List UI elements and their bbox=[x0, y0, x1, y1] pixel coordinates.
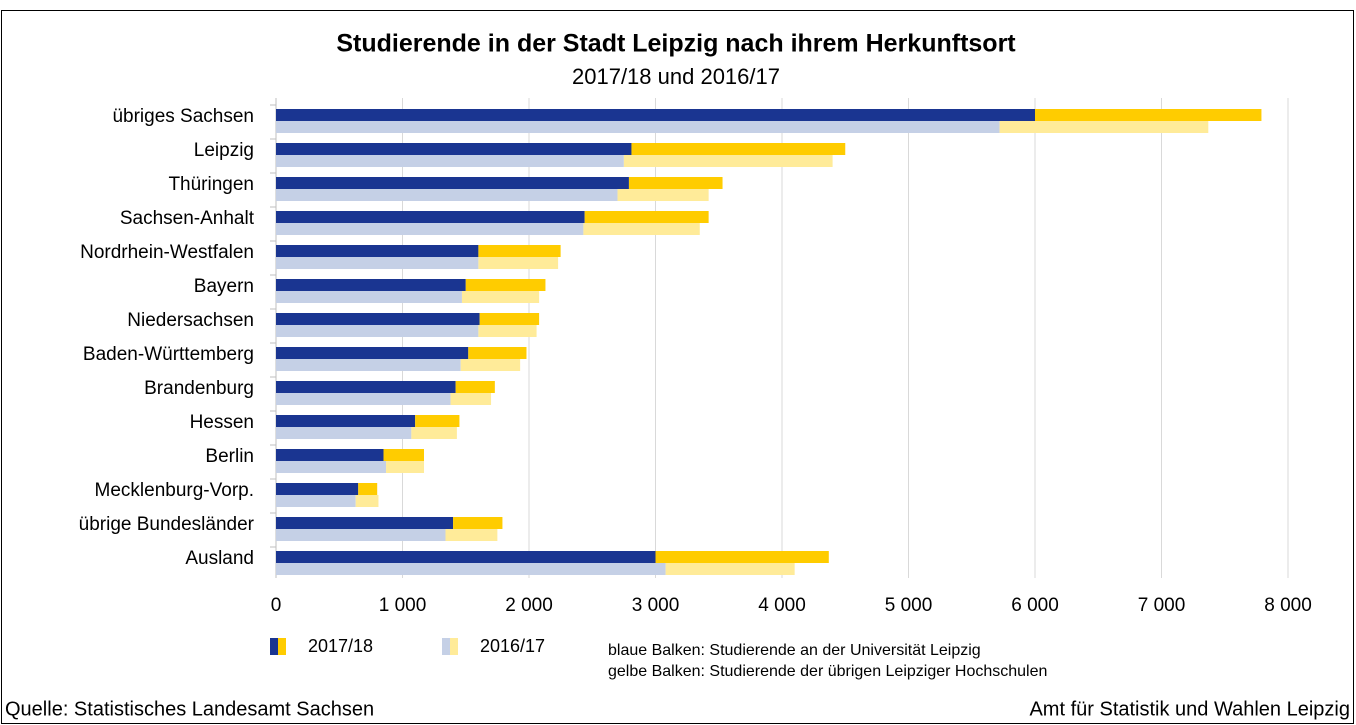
bar bbox=[478, 325, 537, 337]
author: Amt für Statistik und Wahlen Leipzig bbox=[1029, 698, 1350, 720]
y-tick-label: Berlin bbox=[205, 446, 254, 467]
y-tick-label: Thüringen bbox=[168, 174, 254, 195]
bar bbox=[276, 347, 469, 359]
y-tick-label: Baden-Württemberg bbox=[83, 344, 254, 365]
bar bbox=[468, 347, 527, 359]
bar bbox=[276, 461, 387, 473]
legend-label: 2016/17 bbox=[480, 636, 545, 656]
bar bbox=[276, 517, 454, 529]
x-tick-label: 0 bbox=[271, 595, 282, 616]
bar bbox=[479, 313, 540, 325]
bar bbox=[455, 381, 495, 393]
bar bbox=[276, 381, 456, 393]
bar bbox=[276, 313, 480, 325]
y-tick-label: Ausland bbox=[185, 548, 254, 569]
y-tick-label: Brandenburg bbox=[144, 378, 254, 399]
bar bbox=[276, 279, 466, 291]
x-tick-label: 5 000 bbox=[885, 595, 933, 616]
source: Quelle: Statistisches Landesamt Sachsen bbox=[5, 698, 374, 720]
legend-swatch bbox=[278, 638, 286, 655]
bar bbox=[276, 177, 629, 189]
legend-swatch bbox=[270, 638, 278, 655]
bar bbox=[276, 449, 384, 461]
bar bbox=[276, 427, 412, 439]
x-tick-label: 3 000 bbox=[632, 595, 680, 616]
bar bbox=[276, 495, 356, 507]
bar bbox=[617, 189, 709, 201]
y-tick-label: Hessen bbox=[190, 412, 254, 433]
x-tick-label: 8 000 bbox=[1264, 595, 1312, 616]
bar bbox=[276, 223, 584, 235]
bar bbox=[415, 415, 460, 427]
x-tick-label: 2 000 bbox=[505, 595, 553, 616]
bar bbox=[478, 245, 561, 257]
bar bbox=[665, 563, 795, 575]
y-tick-label: übrige Bundesländer bbox=[79, 514, 255, 535]
bar bbox=[461, 291, 540, 303]
legend-swatch bbox=[442, 638, 450, 655]
bar bbox=[583, 223, 700, 235]
y-tick-label: Bayern bbox=[194, 276, 254, 297]
y-tick-label: Nordrhein-Westfalen bbox=[80, 242, 254, 263]
bar bbox=[628, 177, 723, 189]
bar bbox=[631, 143, 846, 155]
bar bbox=[386, 461, 425, 473]
bar bbox=[276, 529, 446, 541]
bar bbox=[276, 325, 479, 337]
bar bbox=[358, 483, 378, 495]
bar bbox=[276, 189, 618, 201]
frame bbox=[1, 10, 1354, 724]
bar bbox=[465, 279, 546, 291]
legend-label: 2017/18 bbox=[308, 636, 373, 656]
bar bbox=[276, 121, 1000, 133]
bar bbox=[460, 359, 521, 371]
x-tick-label: 7 000 bbox=[1138, 595, 1186, 616]
bar bbox=[276, 359, 461, 371]
bar bbox=[355, 495, 379, 507]
x-tick-label: 1 000 bbox=[379, 595, 427, 616]
bar bbox=[276, 563, 666, 575]
y-tick-label: Sachsen-Anhalt bbox=[120, 208, 255, 229]
y-tick-label: Niedersachsen bbox=[127, 310, 254, 331]
bar bbox=[276, 257, 479, 269]
bar bbox=[276, 291, 462, 303]
x-tick-label: 6 000 bbox=[1011, 595, 1059, 616]
bar bbox=[450, 393, 492, 405]
bar bbox=[276, 109, 1035, 121]
bar bbox=[276, 415, 416, 427]
chart-subtitle: 2017/18 und 2016/17 bbox=[572, 64, 780, 89]
note: blaue Balken: Studierende an der Univers… bbox=[608, 642, 981, 659]
bar bbox=[276, 551, 656, 563]
bar bbox=[276, 393, 451, 405]
bar bbox=[1035, 109, 1262, 121]
bar bbox=[453, 517, 503, 529]
x-tick-label: 4 000 bbox=[758, 595, 806, 616]
note: gelbe Balken: Studierende der übrigen Le… bbox=[608, 663, 1047, 680]
bar bbox=[276, 155, 624, 167]
bar bbox=[383, 449, 425, 461]
bar bbox=[584, 211, 709, 223]
bar bbox=[655, 551, 829, 563]
bar bbox=[276, 245, 479, 257]
bar bbox=[445, 529, 498, 541]
bar bbox=[999, 121, 1209, 133]
chart-title: Studierende in der Stadt Leipzig nach ih… bbox=[336, 30, 1016, 58]
legend-swatch bbox=[450, 638, 458, 655]
bar bbox=[478, 257, 559, 269]
bar bbox=[276, 143, 632, 155]
y-tick-label: übriges Sachsen bbox=[112, 106, 254, 127]
y-tick-label: Mecklenburg-Vorp. bbox=[95, 480, 254, 501]
y-tick-label: Leipzig bbox=[194, 140, 254, 161]
bar bbox=[623, 155, 833, 167]
bar bbox=[276, 483, 359, 495]
bar bbox=[276, 211, 585, 223]
bar bbox=[411, 427, 457, 439]
